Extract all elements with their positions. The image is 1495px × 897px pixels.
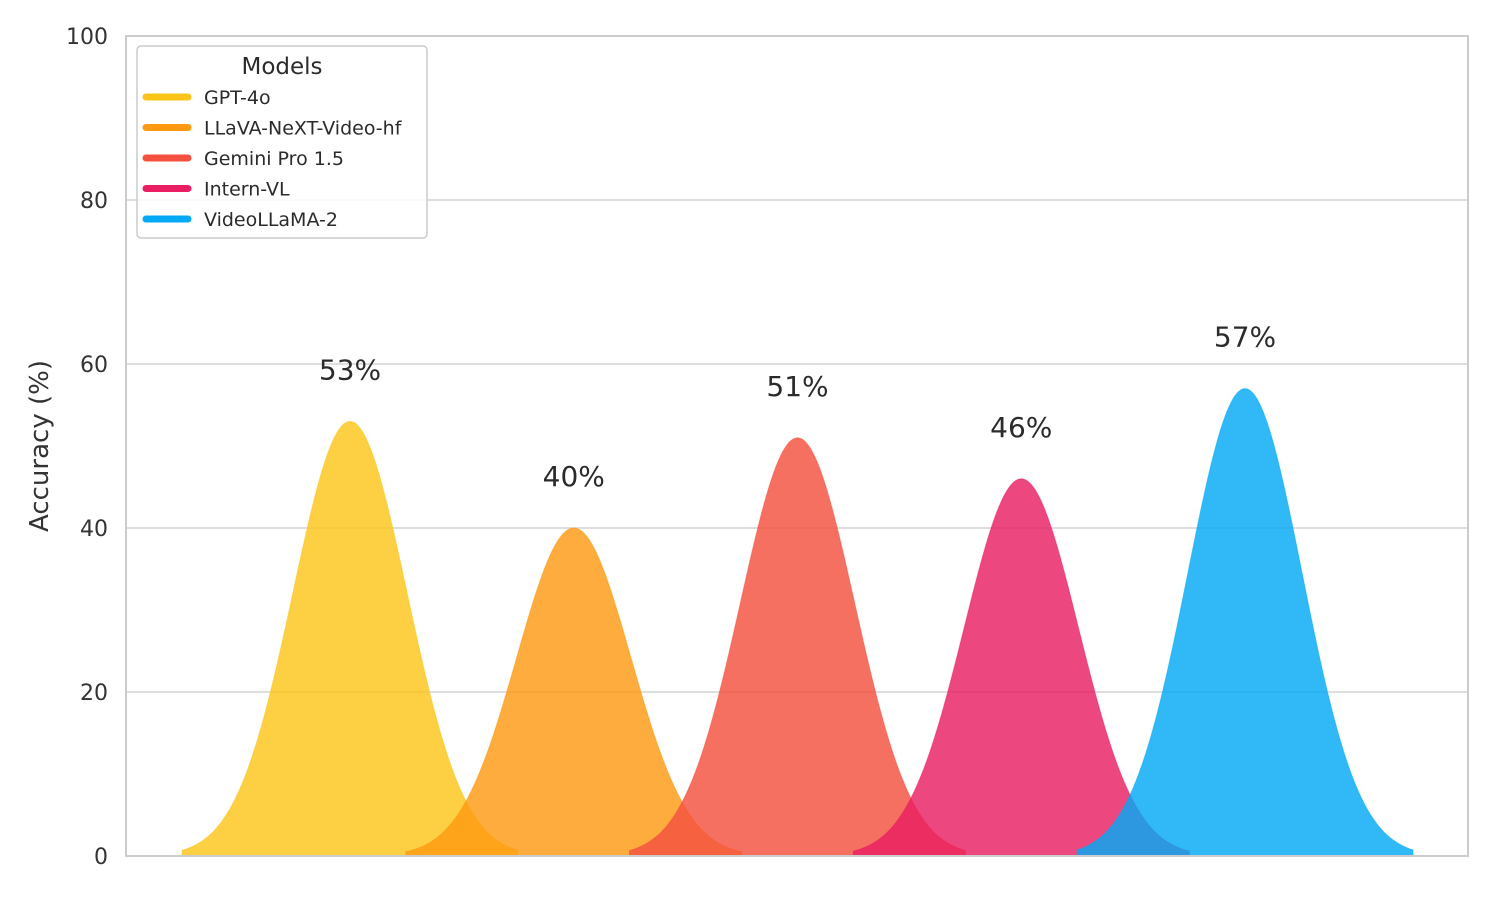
peak-labels: 53% 40% 51% 46% 57% — [319, 321, 1276, 493]
legend-label: Gemini Pro 1.5 — [204, 148, 344, 170]
y-tick-label: 100 — [66, 25, 108, 50]
legend-box — [136, 45, 428, 239]
area-gpt-4o — [181, 420, 519, 857]
peak-label: 46% — [990, 411, 1052, 444]
y-tick-label: 0 — [94, 845, 108, 870]
peak-label: 51% — [766, 370, 828, 403]
legend-item: VideoLLaMA-2 — [142, 209, 338, 231]
y-tick-label: 80 — [80, 189, 108, 214]
legend-label: LLaVA-NeXT-Video-hf — [204, 118, 403, 140]
y-tick-label: 20 — [80, 681, 108, 706]
peak-label: 53% — [319, 353, 381, 386]
legend-label: Intern-VL — [204, 179, 290, 201]
distribution-areas — [181, 388, 1414, 857]
legend-item: Gemini Pro 1.5 — [142, 148, 344, 170]
legend-item: LLaVA-NeXT-Video-hf — [142, 118, 403, 140]
legend-items: GPT-4o LLaVA-NeXT-Video-hf Gemini Pro 1.5 I… — [142, 87, 403, 231]
y-tick-label: 60 — [80, 353, 108, 378]
legend-title: Models — [241, 54, 322, 80]
y-tick-label: 40 — [80, 517, 108, 542]
peak-label: 40% — [543, 460, 605, 493]
legend-label: GPT-4o — [204, 87, 271, 109]
y-axis-title: Accuracy (%) — [25, 360, 55, 532]
legend-item: Intern-VL — [142, 179, 290, 201]
legend-item: GPT-4o — [142, 87, 271, 109]
peak-label: 57% — [1214, 321, 1276, 354]
plot-frame — [125, 35, 1469, 857]
area-videollama-2 — [1076, 388, 1414, 857]
legend: Models GPT-4o LLaVA-NeXT-Video-hf Gemini P… — [136, 45, 428, 239]
y-tick-labels: 0 20 40 60 80 100 — [66, 25, 108, 870]
legend-label: VideoLLaMA-2 — [204, 209, 338, 231]
